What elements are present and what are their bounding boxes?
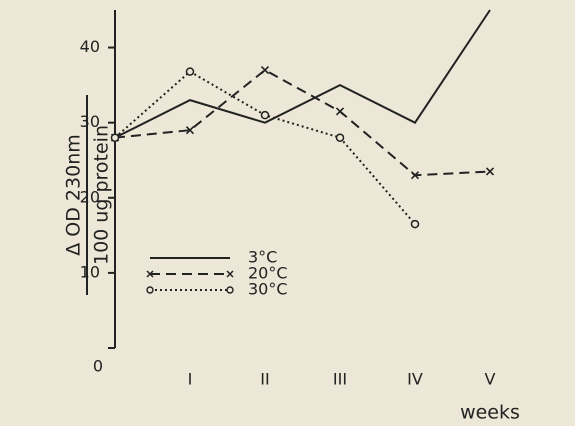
x-tick-label: III [333, 370, 347, 389]
series-line [115, 72, 415, 224]
x-tick-label: V [485, 370, 496, 389]
y-tick-label: 40 [80, 37, 100, 56]
legend-marker [227, 271, 233, 277]
x-axis-label: weeks [460, 402, 520, 424]
x-tick-label: IV [407, 370, 423, 389]
x-tick-label: I [188, 370, 193, 389]
marker-o [337, 134, 344, 141]
marker-o [112, 134, 119, 141]
legend-label: 30°C [248, 280, 288, 299]
y-tick-label: 30 [80, 112, 100, 131]
marker-o [262, 112, 269, 119]
y-tick-label: 20 [80, 187, 100, 206]
chart: Δ OD 230nm 100 ug protein weeks 01020304… [0, 0, 575, 426]
marker-x [487, 168, 494, 175]
y-tick-label: 10 [80, 262, 100, 281]
series-line [115, 10, 490, 138]
legend-marker [227, 287, 233, 293]
marker-x [262, 67, 269, 74]
marker-x [337, 108, 344, 115]
marker-o [187, 68, 194, 75]
y-tick-label: 0 [93, 357, 103, 376]
x-tick-label: II [260, 370, 269, 389]
marker-o [412, 221, 419, 228]
series-line [115, 70, 490, 175]
legend-marker [147, 287, 153, 293]
